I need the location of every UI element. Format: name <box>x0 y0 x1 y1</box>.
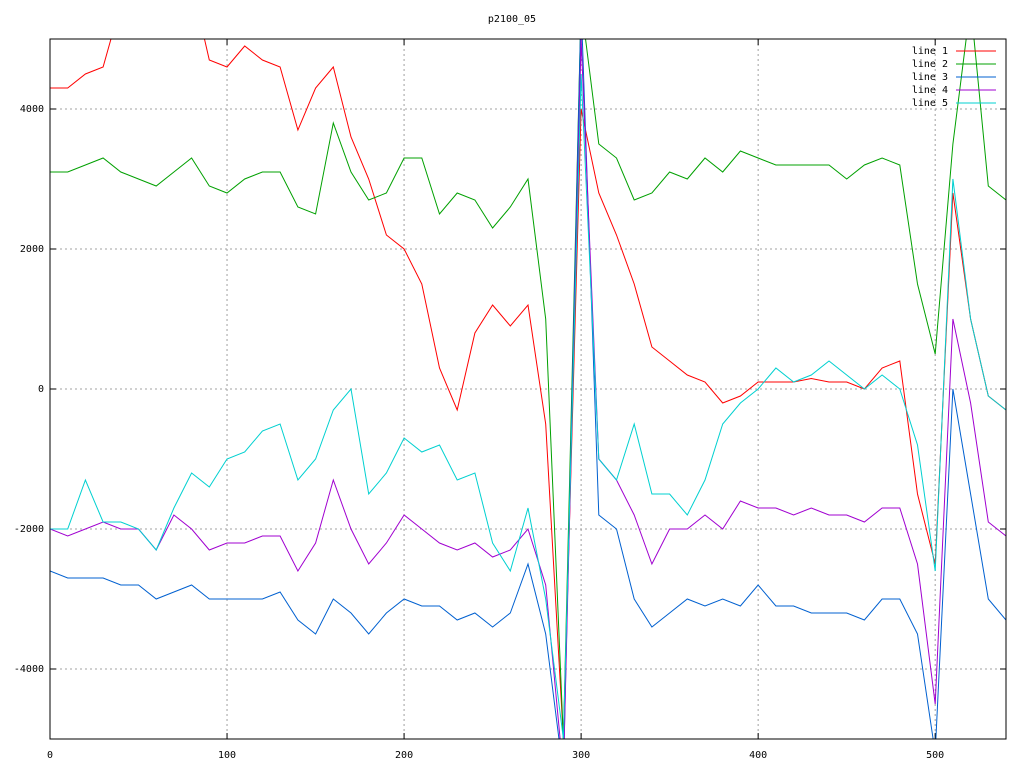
series-line <box>50 39 1006 739</box>
y-tick-label: -4000 <box>14 664 44 675</box>
y-tick-label: 4000 <box>20 104 44 115</box>
series-line <box>50 39 1006 739</box>
y-tick-label: 0 <box>38 384 44 395</box>
plot-area <box>50 39 1006 739</box>
series-line <box>50 39 1006 739</box>
plot-frame <box>49 38 1007 740</box>
legend-label: line 5 <box>912 98 948 109</box>
x-tick-label: 400 <box>749 750 767 761</box>
legend-label: line 1 <box>912 46 948 57</box>
x-tick-label: 500 <box>926 750 944 761</box>
x-tick-label: 0 <box>47 750 53 761</box>
y-tick-label: -2000 <box>14 524 44 535</box>
x-tick-label: 100 <box>218 750 236 761</box>
x-tick-label: 200 <box>395 750 413 761</box>
legend-label: line 3 <box>912 72 948 83</box>
series-line <box>50 73 1006 739</box>
series-line <box>50 39 1006 739</box>
chart-title: p2100_05 <box>488 14 536 25</box>
x-tick-label: 300 <box>572 750 590 761</box>
legend-label: line 4 <box>912 85 948 96</box>
y-tick-label: 2000 <box>20 244 44 255</box>
legend-label: line 2 <box>912 59 948 70</box>
